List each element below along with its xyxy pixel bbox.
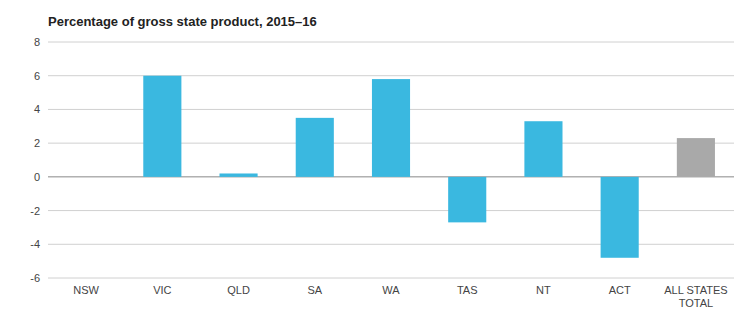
x-tick-label: ACT: [609, 284, 631, 296]
x-tick-label: NT: [536, 284, 551, 296]
bar: [372, 79, 410, 177]
bar: [524, 121, 562, 177]
bar: [448, 177, 486, 223]
chart-container: Percentage of gross state product, 2015–…: [0, 0, 750, 330]
y-tick-label: 2: [34, 137, 40, 149]
x-tick-label: WA: [382, 284, 400, 296]
bar: [601, 177, 639, 258]
grid-line: [48, 42, 734, 43]
y-tick-label: -2: [30, 205, 40, 217]
y-tick-label: -4: [30, 238, 40, 250]
grid-line: [48, 278, 734, 279]
y-tick-label: -6: [30, 272, 40, 284]
y-tick-label: 6: [34, 70, 40, 82]
bar: [220, 173, 258, 176]
bar: [296, 118, 334, 177]
x-tick-label: QLD: [227, 284, 250, 296]
x-tick-label: SA: [307, 284, 322, 296]
y-tick-label: 8: [34, 36, 40, 48]
x-tick-label: TAS: [457, 284, 478, 296]
y-tick-label: 0: [34, 171, 40, 183]
grid: [48, 42, 734, 278]
bar: [67, 176, 105, 177]
title: Percentage of gross state product, 2015–…: [48, 14, 317, 29]
bar: [143, 76, 181, 177]
chart: Percentage of gross state product, 2015–…: [0, 0, 750, 330]
x-tick-label: VIC: [153, 284, 171, 296]
x-tick-label: NSW: [73, 284, 99, 296]
x-tick-label: ALL STATESTOTAL: [664, 284, 727, 309]
y-tick-label: 4: [34, 103, 40, 115]
bars: [143, 76, 715, 258]
bar: [677, 138, 715, 177]
